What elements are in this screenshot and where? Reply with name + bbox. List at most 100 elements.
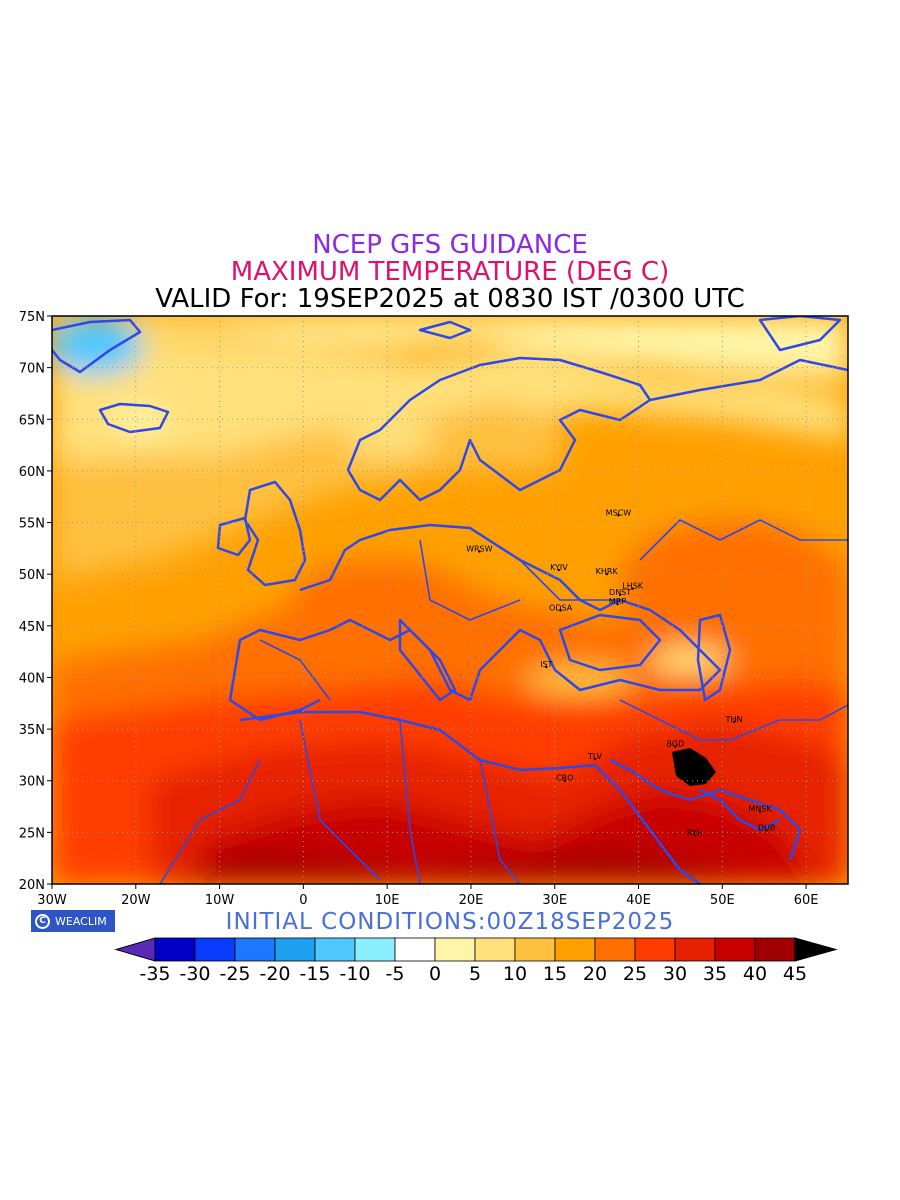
city-label: DUB <box>758 823 776 832</box>
colorbar-label: 45 <box>783 963 807 985</box>
y-tick-label: 40N <box>19 671 45 686</box>
y-tick-label: 25N <box>19 826 45 841</box>
city-marker <box>674 745 677 748</box>
x-tick-label: 0 <box>299 893 307 908</box>
colorbar-label: 30 <box>663 963 687 985</box>
colorbar-bin <box>634 937 676 962</box>
y-tick-label: 50N <box>19 568 45 583</box>
city-label: RYH <box>687 828 703 837</box>
colorbar-label: -35 <box>139 963 170 985</box>
colorbar-label: 35 <box>703 963 727 985</box>
x-tick-label: 10W <box>205 893 235 908</box>
city-label: IST <box>540 660 552 669</box>
city-label: KHRK <box>596 567 619 576</box>
x-axis: 30W 20W 10W 0 10E 20E 30E 40E 50E 60E <box>37 884 818 908</box>
weaclim-logo-icon: C <box>35 913 50 929</box>
x-tick-label: 60E <box>794 893 819 908</box>
city-marker <box>616 602 619 606</box>
city-marker <box>732 720 736 724</box>
colorbar-bin <box>154 937 196 962</box>
colorbar-bin <box>594 937 636 962</box>
city-label: MNSK <box>748 805 772 814</box>
colorbar-label: 20 <box>583 963 607 985</box>
colorbar-label: 10 <box>503 963 527 985</box>
y-axis: 75N 70N 65N 60N 55N 50N 45N 40N 35N 30N 25N 20N <box>19 310 52 893</box>
colorbar-label: 5 <box>469 963 481 985</box>
colorbar-bin <box>514 937 556 962</box>
temperature-field <box>52 316 848 884</box>
city-label: WRSW <box>466 544 493 553</box>
colorbar-label: -5 <box>386 963 405 985</box>
y-tick-label: 30N <box>19 775 45 790</box>
city-label: CRO <box>556 774 573 783</box>
colorbar-bin <box>314 937 356 962</box>
city-label: MRP <box>609 597 626 606</box>
colorbar-label: -15 <box>299 963 330 985</box>
city-marker <box>559 609 562 612</box>
city-label: KYIV <box>550 563 568 572</box>
city-marker <box>563 779 566 782</box>
x-tick-label: 30W <box>37 893 67 908</box>
city-marker <box>478 550 481 553</box>
colorbar-bin <box>754 937 796 962</box>
y-tick-label: 20N <box>19 878 45 893</box>
city-marker <box>545 665 548 669</box>
y-tick-label: 35N <box>19 723 45 738</box>
colorbar-label: -20 <box>259 963 290 985</box>
colorbar-bin <box>274 937 316 962</box>
colorbar-label: -30 <box>179 963 210 985</box>
colorbar-under-arrow <box>114 937 156 962</box>
city-marker <box>631 587 634 590</box>
city-label: THN <box>725 715 743 724</box>
colorbar-bin <box>354 937 396 962</box>
title-line-1: NCEP GFS GUIDANCE <box>312 230 588 260</box>
city-label: MSCW <box>606 508 632 517</box>
city-label: LHSK <box>622 582 644 591</box>
y-tick-label: 75N <box>19 310 45 325</box>
colorbar-bin <box>554 937 596 962</box>
city-label: DNST <box>609 588 631 597</box>
colorbar-bin <box>674 937 716 962</box>
y-tick-label: 70N <box>19 362 45 377</box>
city-label: TLV <box>587 752 602 761</box>
colorbar-label: 15 <box>543 963 567 985</box>
colorbar-bin <box>194 937 236 962</box>
x-tick-label: 30E <box>542 893 567 908</box>
colorbar-label: 0 <box>429 963 441 985</box>
title-line-2: MAXIMUM TEMPERATURE (DEG C) <box>230 257 670 287</box>
colorbar-bin <box>434 937 476 962</box>
city-marker <box>618 593 622 597</box>
city-marker <box>765 829 768 832</box>
weaclim-badge-text: WEACLIM <box>55 914 107 928</box>
colorbar-bin <box>474 937 516 962</box>
colorbar-bin <box>714 937 756 962</box>
colorbar-bin <box>394 937 436 962</box>
city-label: BGD <box>667 740 685 749</box>
coastlines <box>52 316 848 884</box>
colorbar-bin <box>234 937 276 962</box>
x-tick-label: 50E <box>710 893 735 908</box>
x-tick-label: 40E <box>626 893 651 908</box>
y-tick-label: 65N <box>19 413 45 428</box>
city-marker <box>557 568 561 572</box>
city-marker <box>758 810 762 813</box>
y-tick-label: 45N <box>19 620 45 635</box>
colorbar-label: 25 <box>623 963 647 985</box>
colorbar-over-arrow <box>794 937 838 962</box>
initial-conditions: INITIAL CONDITIONS:00Z18SEP2025 <box>225 909 675 935</box>
title-valid-time: VALID For: 19SEP2025 at 0830 IST /0300 U… <box>155 284 745 314</box>
colorbar-label: -25 <box>219 963 250 985</box>
x-tick-label: 20W <box>121 893 151 908</box>
city-marker <box>605 572 608 576</box>
city-marker <box>617 514 620 517</box>
weaclim-badge: C WEACLIM <box>31 910 115 932</box>
city-marker <box>693 834 696 837</box>
colorbar-label: 40 <box>743 963 767 985</box>
city-label: ODSA <box>549 603 573 612</box>
x-tick-label: 10E <box>375 893 400 908</box>
plot-frame <box>51 315 849 885</box>
y-tick-label: 60N <box>19 465 45 480</box>
x-tick-label: 20E <box>459 893 484 908</box>
